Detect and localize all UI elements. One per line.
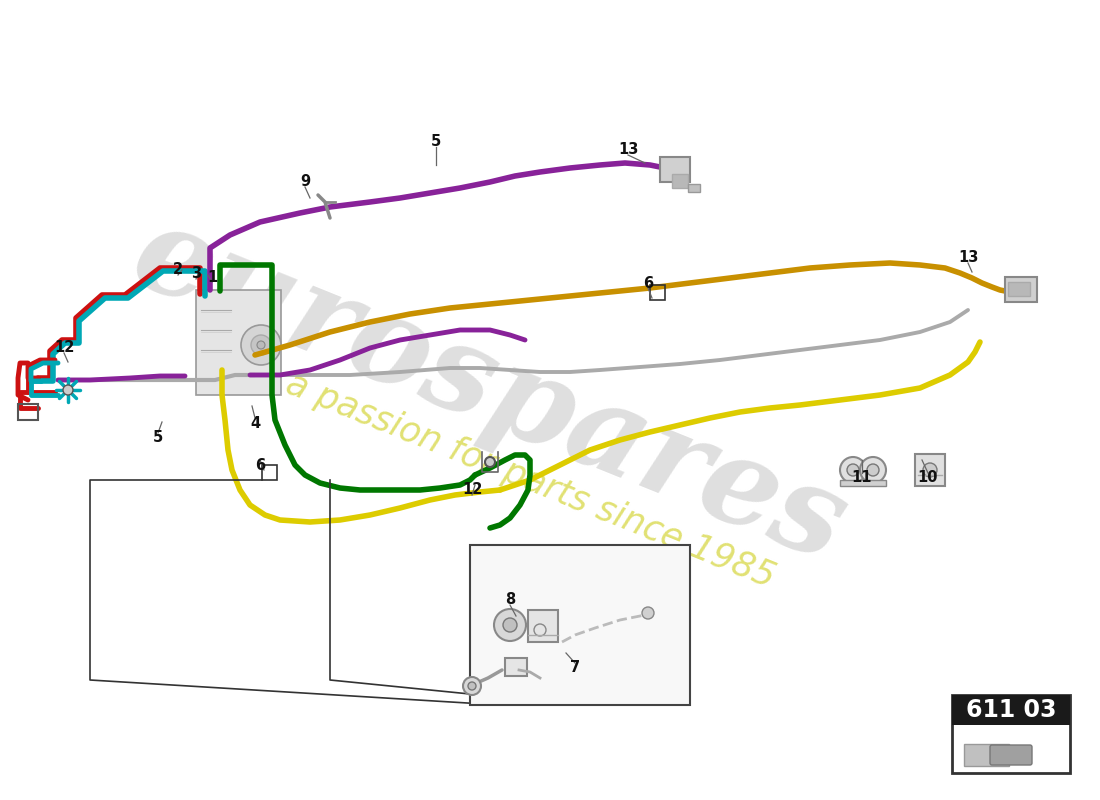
Text: 13: 13 xyxy=(618,142,638,158)
Circle shape xyxy=(251,335,271,355)
Circle shape xyxy=(503,618,517,632)
Bar xyxy=(528,610,558,642)
Circle shape xyxy=(923,463,937,477)
Circle shape xyxy=(840,457,866,483)
Circle shape xyxy=(463,677,481,695)
Text: 13: 13 xyxy=(958,250,978,266)
Text: 12: 12 xyxy=(462,482,482,498)
Bar xyxy=(964,744,1009,766)
Circle shape xyxy=(642,607,654,619)
Bar xyxy=(262,465,277,480)
Text: 9: 9 xyxy=(300,174,310,190)
Text: 4: 4 xyxy=(250,415,260,430)
Text: 611 03: 611 03 xyxy=(966,698,1056,722)
Bar xyxy=(196,290,280,395)
Circle shape xyxy=(257,341,265,349)
Text: eurospares: eurospares xyxy=(117,194,864,586)
Text: a passion for parts since 1985: a passion for parts since 1985 xyxy=(280,366,780,594)
Text: 10: 10 xyxy=(917,470,938,486)
Circle shape xyxy=(241,325,280,365)
Bar xyxy=(470,545,690,705)
Text: 8: 8 xyxy=(505,593,515,607)
Bar xyxy=(952,695,1070,725)
Text: 12: 12 xyxy=(54,341,74,355)
Text: 6: 6 xyxy=(642,275,653,290)
Bar xyxy=(840,480,886,486)
Circle shape xyxy=(63,385,73,395)
Bar xyxy=(688,184,700,192)
Circle shape xyxy=(867,464,879,476)
Bar xyxy=(672,174,688,188)
Text: 5: 5 xyxy=(153,430,163,446)
Bar xyxy=(650,285,666,300)
Circle shape xyxy=(860,457,886,483)
Circle shape xyxy=(494,609,526,641)
Circle shape xyxy=(847,464,859,476)
Text: 2: 2 xyxy=(173,262,183,278)
FancyBboxPatch shape xyxy=(990,745,1032,765)
Bar xyxy=(1008,282,1030,296)
Text: 11: 11 xyxy=(851,470,872,486)
Circle shape xyxy=(468,682,476,690)
Bar xyxy=(660,157,690,182)
Text: 5: 5 xyxy=(431,134,441,150)
Bar xyxy=(18,404,38,420)
Bar xyxy=(952,695,1070,773)
Bar xyxy=(915,454,945,486)
Bar xyxy=(505,658,527,676)
Circle shape xyxy=(485,457,495,467)
Text: 1: 1 xyxy=(207,270,217,285)
Text: 3: 3 xyxy=(191,266,201,282)
Text: 7: 7 xyxy=(570,661,580,675)
Text: 6: 6 xyxy=(255,458,265,473)
Bar xyxy=(1005,277,1037,302)
